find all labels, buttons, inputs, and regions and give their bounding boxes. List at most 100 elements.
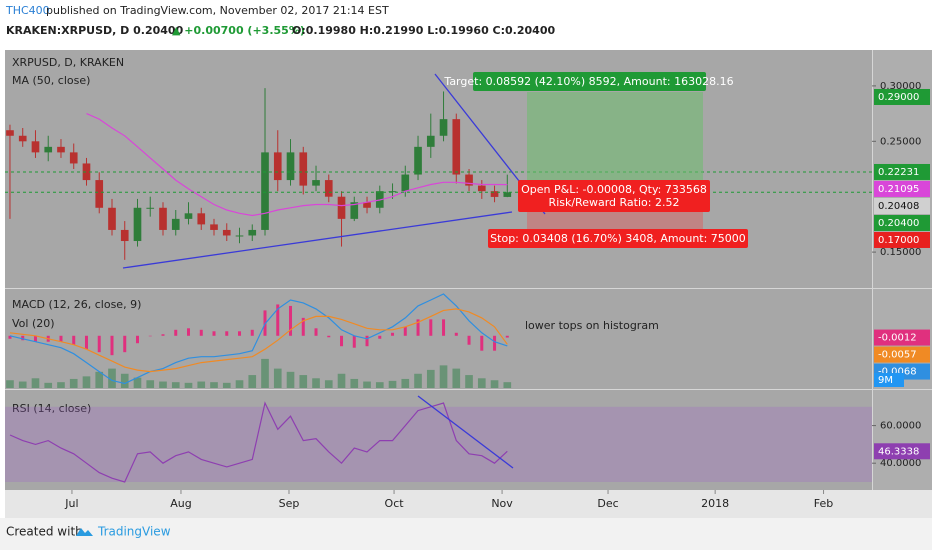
candle-body: [261, 152, 269, 230]
footer-bg: [0, 518, 932, 550]
stop-text: Stop: 0.03408 (16.70%) 3408, Amount: 750…: [490, 232, 746, 245]
histogram-bar: [416, 319, 420, 336]
change: ▲ +0.00700 (+3.55%): [172, 24, 305, 37]
histogram-bar: [442, 319, 446, 336]
price-label: 0.22231: [878, 167, 919, 178]
histogram-bar: [276, 304, 280, 336]
y-tick-label: 60.0000: [880, 421, 921, 432]
candle-body: [324, 180, 333, 197]
candle-body: [159, 207, 167, 230]
histogram-bar: [505, 335, 509, 338]
ma-line: [86, 113, 508, 217]
rsi-line: [9, 401, 508, 483]
candle-body: [503, 192, 512, 197]
histogram-bar: [186, 328, 190, 336]
x-tick-label: Nov: [491, 497, 513, 510]
volume-bar: [312, 378, 320, 388]
histogram-bar: [493, 335, 497, 351]
price-label: 0.21095: [878, 184, 919, 195]
volume-bar: [44, 382, 53, 388]
candle-body: [197, 213, 206, 225]
candle-body: [477, 185, 486, 192]
y-tick-label: 0.15000: [880, 247, 921, 258]
footer-brand: TradingView: [97, 525, 171, 539]
price-label-box: [874, 214, 930, 231]
volume-bar: [95, 371, 104, 388]
volume-bar: [184, 382, 193, 388]
histogram-bar: [365, 335, 369, 347]
volume-bar: [375, 382, 384, 388]
volume-bar: [490, 380, 499, 388]
volume-bar: [18, 381, 27, 388]
volume-bar: [69, 378, 78, 388]
histogram-bar: [123, 335, 127, 353]
volume-bar: [477, 378, 486, 388]
price-label: -0.0068: [878, 367, 917, 378]
candle-body: [337, 196, 346, 219]
ohlc: O:0.19980 H:0.21990 L:0.19960 C:0.20400: [292, 24, 555, 37]
target-box: [473, 72, 706, 91]
candle-body: [312, 180, 320, 186]
volume-bar: [401, 378, 410, 388]
volume-bar: [222, 382, 231, 388]
candle-body: [108, 207, 116, 230]
histogram-bar: [467, 335, 471, 345]
volume-bar: [426, 369, 435, 388]
candle-body: [235, 235, 244, 237]
candle-body: [426, 135, 435, 147]
macd-line: [9, 293, 508, 385]
histogram-bar: [314, 328, 318, 336]
candle-body: [120, 229, 129, 242]
histogram-bar: [21, 335, 25, 341]
volume-bar: [414, 373, 422, 388]
y-tick-label: 40.0000: [880, 458, 921, 469]
volume-bar: [171, 382, 180, 388]
histogram-bar: [97, 335, 101, 353]
candle-body: [31, 141, 40, 153]
histogram-bar: [454, 332, 458, 336]
histogram-bar: [391, 332, 395, 336]
candle-body: [210, 224, 218, 230]
candle-body: [363, 202, 371, 208]
candle-body: [286, 152, 295, 181]
price-label: -0.0012: [878, 333, 917, 344]
rsi-title: RSI (14, close): [12, 402, 91, 415]
logo: [76, 528, 93, 536]
price-label-box: [874, 443, 930, 460]
price-label: 0.20400: [878, 218, 919, 229]
target-zone: [527, 92, 703, 188]
footer-created: Created with: [6, 525, 83, 539]
volume-bar: [159, 381, 167, 388]
price-label: 46.3338: [878, 446, 919, 457]
volume-bar: [57, 382, 65, 388]
price-scale-bg: [872, 50, 932, 490]
histogram-bar: [403, 326, 407, 336]
histogram-bar: [199, 329, 203, 336]
trendline: [417, 395, 514, 469]
histogram-bar: [301, 317, 305, 336]
ratio-text: Risk/Reward Ratio: 2.52: [549, 196, 680, 209]
histogram-bar: [110, 335, 114, 356]
histogram-bar: [327, 335, 331, 338]
candle-body: [69, 152, 78, 164]
x-tick-label: Sep: [279, 497, 300, 510]
price-label: 0.29000: [878, 92, 919, 103]
candle-body: [490, 191, 499, 197]
volume-bar: [363, 381, 371, 388]
volume-label-box: [874, 373, 904, 387]
candle-body: [350, 202, 359, 219]
candle-body: [44, 146, 53, 153]
published: published on TradingView.com, November 0…: [46, 4, 389, 17]
volume-bar: [235, 380, 244, 388]
candle-body: [439, 119, 448, 136]
price-label: 0.20408: [878, 201, 919, 212]
histogram-bar: [59, 335, 63, 342]
volume-bar: [324, 380, 333, 388]
volume-bar: [120, 373, 129, 388]
candle-body: [414, 146, 422, 175]
histogram-bar: [378, 335, 382, 339]
x-tick-label: Dec: [597, 497, 618, 510]
x-tick-label: Feb: [814, 497, 833, 510]
macd-title: MACD (12, 26, close, 9): [12, 298, 141, 311]
histogram-bar: [212, 331, 216, 336]
